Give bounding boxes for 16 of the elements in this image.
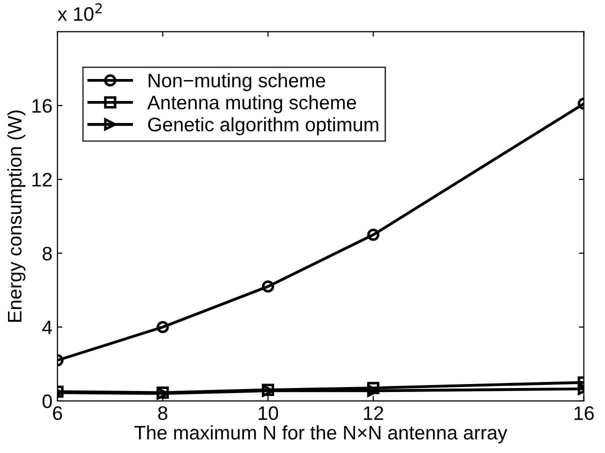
y-tick-label: 4 — [42, 320, 52, 334]
legend-label: Non−muting scheme — [148, 73, 326, 92]
x-tick-label: 12 — [364, 406, 384, 420]
x-tick-label: 6 — [53, 406, 62, 420]
x-tick-label: 16 — [574, 406, 594, 420]
x-tick-label: 8 — [158, 406, 168, 420]
y-axis-title: Energy consumption (W) — [7, 110, 26, 322]
text: x 10$^{2}$ — [58, 3, 102, 21]
x-tick-label: 10 — [258, 406, 278, 420]
y-tick-label: 0 — [42, 394, 52, 408]
y-tick-label: 12 — [32, 172, 52, 186]
legend-label: Genetic algorithm optimum — [148, 117, 378, 136]
legend-label: Antenna muting scheme — [147, 95, 356, 114]
y-tick-label: 8 — [42, 246, 52, 260]
x-axis-title: The maximum N for the N×N antenna array — [134, 425, 508, 444]
y-tick-label: 16 — [32, 99, 52, 113]
